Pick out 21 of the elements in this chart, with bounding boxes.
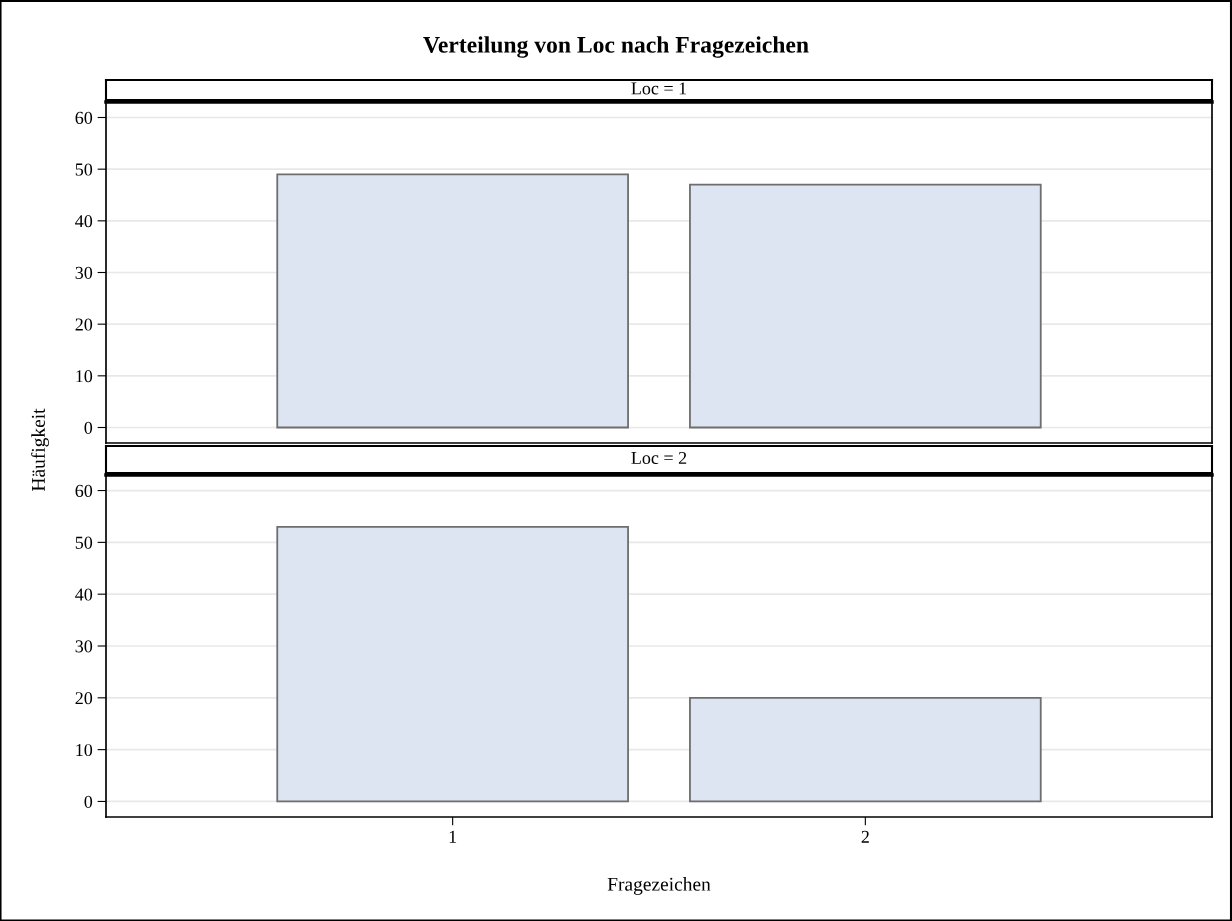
y-tick-label: 30 bbox=[75, 266, 93, 279]
x-tick-label: 1 bbox=[449, 830, 457, 843]
y-tick-label: 10 bbox=[76, 370, 93, 383]
y-tick-label: 20 bbox=[75, 692, 93, 705]
chart-title: Verteilung von Loc nach Fragezeichen bbox=[423, 36, 809, 58]
x-tick-label: 2 bbox=[861, 830, 869, 843]
y-tick-label: 60 bbox=[75, 111, 93, 124]
y-tick-label: 50 bbox=[75, 163, 93, 176]
y-tick-label: 10 bbox=[76, 743, 93, 757]
y-axis-title: Häufigkeit bbox=[31, 408, 49, 492]
y-tick-label: 40 bbox=[75, 588, 93, 601]
y-tick-label: 40 bbox=[75, 215, 93, 228]
y-tick-label: 30 bbox=[75, 640, 93, 653]
y-tick-label: 0 bbox=[84, 421, 93, 434]
chart-subtitle: Loc = 2 bbox=[631, 451, 687, 465]
y-tick-label: 60 bbox=[75, 484, 93, 497]
y-tick-label: 0 bbox=[84, 795, 93, 808]
chart-subtitle: Loc = 1 bbox=[631, 82, 687, 95]
y-tick-label: 50 bbox=[75, 536, 93, 549]
y-tick-label: 20 bbox=[75, 318, 93, 331]
x-axis-title: Fragezeichen bbox=[607, 877, 711, 895]
